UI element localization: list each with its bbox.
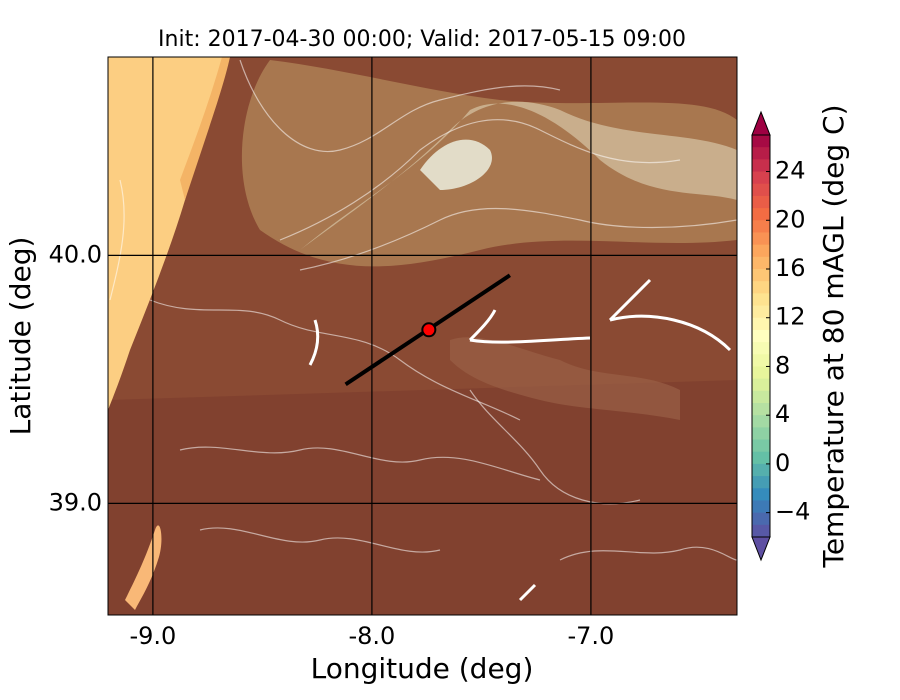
colorbar-band: [752, 159, 770, 173]
colorbar-band: [752, 366, 770, 380]
colorbar-extend-bottom: [751, 536, 771, 562]
colorbar-frame: [751, 134, 771, 538]
colorbar-band: [752, 281, 770, 294]
y-tick-label: 40.0: [49, 240, 102, 268]
colorbar-band: [752, 329, 770, 343]
colorbar-band: [752, 476, 770, 489]
colorbar-tick-label: −4: [775, 498, 810, 526]
colorbar-band: [752, 451, 770, 465]
colorbar-band: [752, 208, 770, 221]
colorbar-band: [752, 135, 770, 148]
colorbar-label: Temperature at 80 mAGL (deg C): [817, 104, 850, 568]
colorbar-band: [752, 524, 770, 538]
colorbar-band: [752, 171, 770, 185]
terrain: [108, 57, 737, 615]
colorbar-extend-top: [751, 110, 771, 136]
x-tick-label: -9.0: [129, 622, 176, 650]
colorbar-tick-label: 16: [775, 254, 806, 282]
colorbar-band: [752, 244, 770, 258]
colorbar-tick-label: 20: [775, 205, 806, 233]
x-axis-label: Longitude (deg): [311, 652, 534, 685]
colorbar-band: [752, 488, 770, 501]
colorbar-band: [752, 378, 770, 392]
colorbar-band: [752, 220, 770, 233]
colorbar-band: [752, 317, 770, 331]
y-tick-label: 39.0: [49, 488, 102, 516]
colorbar-tick-label: 4: [775, 400, 790, 428]
colorbar-band: [752, 415, 770, 428]
location-marker: [421, 322, 437, 338]
chart-title: Init: 2017-04-30 00:00; Valid: 2017-05-1…: [158, 27, 686, 52]
colorbar-band: [752, 183, 770, 197]
y-axis-label: Latitude (deg): [4, 237, 37, 436]
colorbar-band: [752, 390, 770, 404]
colorbar-band: [752, 463, 770, 477]
colorbar-tick-label: 12: [775, 303, 806, 331]
colorbar-band: [752, 403, 770, 416]
colorbar-band: [752, 269, 770, 282]
colorbar-band: [752, 195, 770, 209]
colorbar-tick-label: 8: [775, 351, 790, 379]
colorbar-band: [752, 293, 770, 307]
x-tick-label: -8.0: [348, 622, 395, 650]
colorbar-band: [752, 147, 770, 160]
colorbar-tick-label: 0: [775, 449, 790, 477]
colorbar-band: [752, 354, 770, 367]
colorbar-band: [752, 512, 770, 526]
colorbar-band: [752, 342, 770, 355]
colorbar-band: [752, 439, 770, 453]
x-tick-label: -7.0: [568, 622, 615, 650]
colorbar-band: [752, 256, 770, 270]
colorbar-band: [752, 232, 770, 246]
colorbar-band: [752, 305, 770, 319]
colorbar-tick-label: 24: [775, 157, 806, 185]
colorbar-band: [752, 500, 770, 514]
plot-frame: [107, 56, 738, 616]
colorbar-band: [752, 427, 770, 441]
